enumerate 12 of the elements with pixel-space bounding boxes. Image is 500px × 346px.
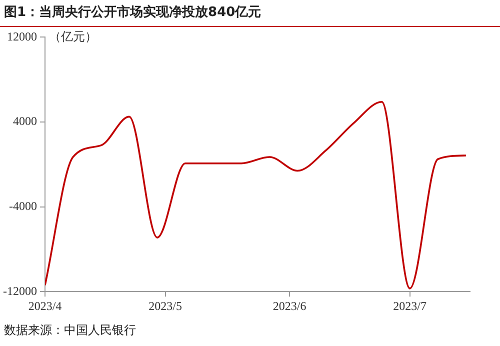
y-axis-title: （亿元） — [48, 29, 97, 44]
chart-title: 图1：当周央行公开市场实现净投放840亿元 — [0, 0, 500, 27]
x-tick-label: 2023/6 — [272, 298, 306, 313]
y-tick-label: -12000 — [2, 284, 37, 298]
x-tick-label: 2023/4 — [28, 298, 62, 313]
y-tick-label: 4000 — [12, 114, 37, 128]
line-series — [44, 100, 467, 290]
x-tick-label: 2023/7 — [393, 298, 427, 313]
y-tick-label: -4000 — [8, 198, 37, 213]
y-tick-label: 12000 — [6, 29, 37, 44]
x-tick-label: 2023/5 — [148, 298, 182, 313]
source-note: 数据来源：中国人民银行 — [3, 322, 137, 339]
